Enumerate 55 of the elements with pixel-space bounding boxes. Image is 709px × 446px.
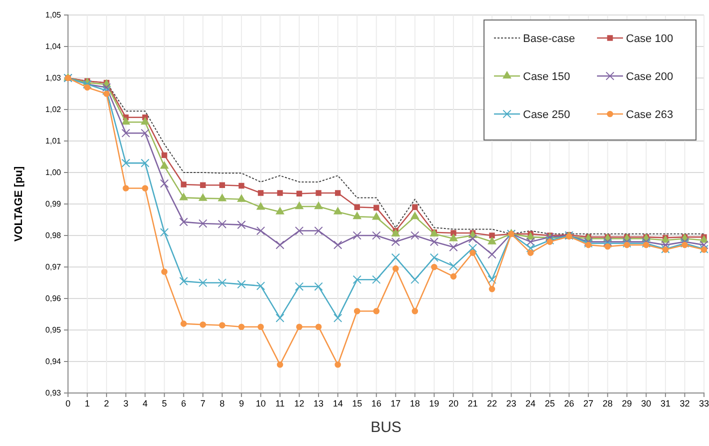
x-tick-label: 33 (698, 398, 709, 408)
y-tick-label: 1,01 (45, 136, 62, 146)
x-tick-label: 29 (622, 398, 632, 408)
x-tick-label: 28 (602, 398, 613, 408)
x-tick-label: 3 (123, 398, 128, 408)
x-tick-label: 2 (104, 398, 110, 408)
y-tick-label: 0,96 (45, 294, 62, 304)
y-tick-label: 1,03 (45, 74, 62, 83)
legend-label: Base-case (523, 33, 575, 45)
y-tick-label: 0,99 (45, 200, 62, 209)
y-tick-label: 0,98 (45, 231, 62, 240)
legend-label: Case 150 (523, 71, 570, 83)
y-tick-label: 0,94 (45, 357, 62, 366)
x-tick-label: 15 (352, 398, 362, 408)
x-tick-label: 21 (468, 398, 478, 408)
x-tick-label: 32 (680, 398, 690, 408)
x-tick-label: 25 (544, 398, 555, 408)
x-tick-label: 13 (314, 398, 324, 408)
x-tick-label: 10 (256, 398, 266, 408)
x-tick-label: 0 (65, 398, 71, 408)
x-tick-label: 20 (448, 398, 458, 408)
y-tick-label: 0,93 (45, 388, 62, 398)
y-tick-label: 0,97 (45, 262, 62, 272)
x-tick-label: 5 (162, 398, 167, 408)
x-tick-label: 14 (332, 398, 343, 408)
legend-label: Case 263 (626, 109, 674, 121)
y-tick-label: 1,04 (45, 42, 62, 52)
y-tick-label: 1,05 (45, 10, 62, 20)
x-tick-label: 1 (84, 398, 90, 408)
x-tick-label: 17 (390, 398, 401, 408)
x-axis-title: BUS (370, 419, 402, 436)
y-tick-label: 1,02 (45, 105, 62, 114)
x-tick-label: 8 (220, 398, 225, 408)
x-tick-label: 18 (410, 398, 420, 408)
x-tick-label: 22 (486, 398, 498, 408)
x-tick-label: 7 (200, 398, 206, 408)
x-tick-label: 19 (429, 398, 440, 408)
x-tick-label: 27 (583, 398, 594, 408)
y-tick-label: 0,95 (45, 326, 62, 335)
x-tick-label: 12 (294, 398, 304, 408)
legend-label: Case 200 (626, 71, 674, 83)
x-tick-label: 23 (506, 398, 516, 408)
x-tick-label: 11 (275, 398, 285, 408)
x-tick-label: 4 (142, 398, 148, 408)
legend-label: Case 250 (523, 109, 570, 121)
x-tick-label: 6 (181, 398, 186, 408)
legend-label: Case 100 (626, 33, 674, 45)
x-tick-label: 26 (564, 398, 574, 408)
x-tick-label: 30 (641, 398, 652, 408)
y-axis-title: VOLTAGE [pu] (13, 166, 25, 242)
x-tick-label: 31 (660, 398, 670, 408)
x-tick-label: 9 (238, 398, 244, 408)
x-tick-label: 16 (371, 398, 382, 408)
x-tick-label: 24 (526, 398, 536, 408)
y-tick-label: 1,00 (45, 168, 62, 178)
